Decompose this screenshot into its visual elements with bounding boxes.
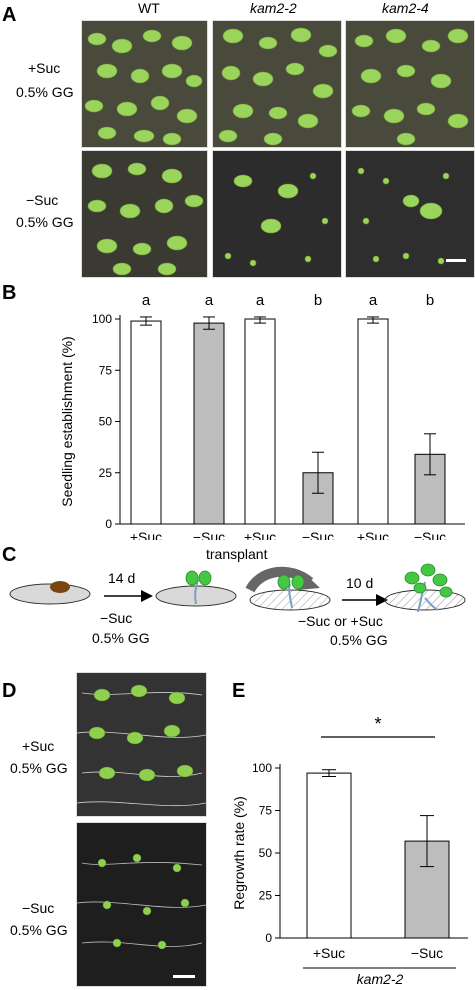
photo-kam2-2-minus-suc	[212, 150, 342, 278]
y-tick-label: 50	[259, 846, 273, 860]
row-d1-medium: 0.5% GG	[10, 760, 68, 776]
row-a2-condition: −Suc	[26, 192, 59, 208]
bar	[193, 322, 225, 525]
photo-kam2-4-minus-suc	[345, 150, 475, 278]
panel-label-b: B	[2, 282, 17, 304]
row-d1-condition: +Suc	[22, 738, 55, 754]
x-tick-label: −Suc	[193, 529, 225, 540]
row-a1-medium: 0.5% GG	[16, 84, 74, 100]
group-label: kam2-2	[357, 971, 404, 987]
bar	[357, 318, 389, 525]
column-label-wt: WT	[138, 0, 160, 16]
y-tick-label: 100	[92, 312, 112, 326]
x-tick-label: −Suc	[302, 529, 334, 540]
panel-label-a: A	[2, 4, 17, 26]
regrowth-plant-icon	[404, 563, 453, 598]
step1-medium: 0.5% GG	[92, 630, 150, 646]
step1-days: 14 d	[108, 570, 136, 586]
y-tick-label: 0	[265, 931, 272, 945]
transplant-label: transplant	[206, 546, 268, 562]
y-axis-label: Regrowth rate (%)	[231, 796, 247, 910]
x-tick-label: +Suc	[357, 529, 389, 540]
scale-bar-d	[173, 975, 195, 978]
row-a2-medium: 0.5% GG	[16, 214, 74, 230]
step2-days: 10 d	[346, 575, 374, 591]
y-axis-label: Seedling establishment (%)	[59, 336, 75, 506]
plate-regrowth	[384, 589, 466, 611]
scale-bar	[446, 259, 466, 262]
x-tick-label: +Suc	[313, 945, 345, 961]
photo-d-minus-suc	[76, 822, 207, 987]
significance-letter: a	[142, 292, 151, 309]
significance-letter: a	[205, 292, 214, 309]
bar	[130, 320, 162, 525]
photo-d-plus-suc	[76, 672, 207, 817]
significance-letter: a	[369, 292, 378, 309]
bar	[306, 772, 352, 939]
significance-letter: b	[426, 292, 434, 309]
x-tick-label: +Suc	[130, 529, 162, 540]
photo-wt-minus-suc	[81, 150, 208, 278]
bar	[244, 318, 276, 525]
significance-letter: a	[256, 292, 265, 309]
row-d2-medium: 0.5% GG	[10, 922, 68, 938]
plate-seed	[9, 583, 91, 605]
y-tick-label: 0	[105, 517, 112, 531]
row-a1-condition: +Suc	[28, 60, 61, 76]
significance-star: *	[374, 714, 381, 734]
chart-e: 0 25 50 75 100 Regrowth rate (%) +Suc −Suc * kam2…	[231, 714, 468, 987]
step2-medium: 0.5% GG	[330, 632, 388, 648]
y-tick-label: 75	[259, 804, 273, 818]
column-label-kam2-4: kam2-4	[382, 0, 429, 16]
y-tick-label: 100	[252, 761, 272, 775]
seed-icon	[50, 581, 70, 593]
y-tick-label: 50	[99, 415, 113, 429]
x-tick-label: −Suc	[411, 945, 443, 961]
step1-condition: −Suc	[100, 610, 133, 626]
y-tick-label: 75	[99, 363, 113, 377]
chart-b: 0 25 50 75 100 Seedling establishment (%) a +Su…	[59, 292, 465, 540]
schematic-c	[9, 563, 466, 613]
x-tick-label: −Suc	[414, 529, 446, 540]
panel-label-d: D	[2, 680, 17, 702]
photo-kam2-2-plus-suc	[212, 20, 342, 148]
panel-label-c: C	[2, 544, 17, 566]
y-tick-label: 25	[259, 889, 273, 903]
y-tick-label: 25	[99, 466, 113, 480]
photo-kam2-4-plus-suc	[345, 20, 475, 148]
panel-label-e: E	[232, 680, 246, 702]
step2-condition: −Suc or +Suc	[298, 613, 383, 629]
significance-letter: b	[314, 292, 322, 309]
photo-wt-plus-suc	[81, 20, 208, 148]
column-label-kam2-2: kam2-2	[250, 0, 297, 16]
x-tick-label: +Suc	[244, 529, 276, 540]
row-d2-condition: −Suc	[22, 900, 55, 916]
